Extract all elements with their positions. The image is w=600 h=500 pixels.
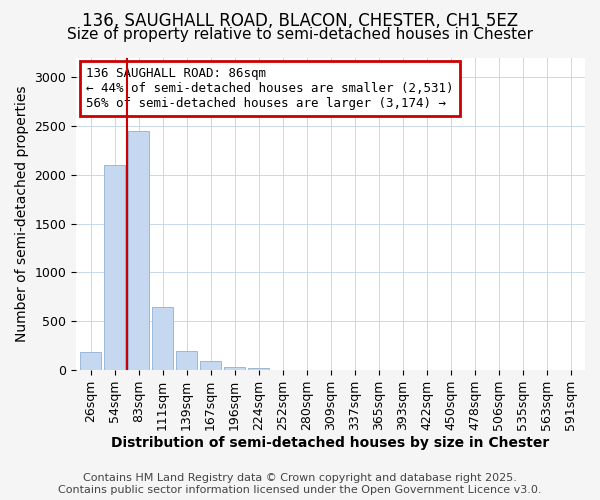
Bar <box>176 350 197 370</box>
Y-axis label: Number of semi-detached properties: Number of semi-detached properties <box>15 86 29 342</box>
Bar <box>224 367 245 370</box>
Bar <box>200 362 221 370</box>
Bar <box>80 352 101 370</box>
Text: 136, SAUGHALL ROAD, BLACON, CHESTER, CH1 5EZ: 136, SAUGHALL ROAD, BLACON, CHESTER, CH1… <box>82 12 518 30</box>
Text: Size of property relative to semi-detached houses in Chester: Size of property relative to semi-detach… <box>67 28 533 42</box>
Bar <box>128 131 149 370</box>
Text: Contains HM Land Registry data © Crown copyright and database right 2025.
Contai: Contains HM Land Registry data © Crown c… <box>58 474 542 495</box>
Bar <box>248 368 269 370</box>
Text: 136 SAUGHALL ROAD: 86sqm
← 44% of semi-detached houses are smaller (2,531)
56% o: 136 SAUGHALL ROAD: 86sqm ← 44% of semi-d… <box>86 67 454 110</box>
Bar <box>104 165 125 370</box>
X-axis label: Distribution of semi-detached houses by size in Chester: Distribution of semi-detached houses by … <box>112 436 550 450</box>
Bar <box>152 306 173 370</box>
